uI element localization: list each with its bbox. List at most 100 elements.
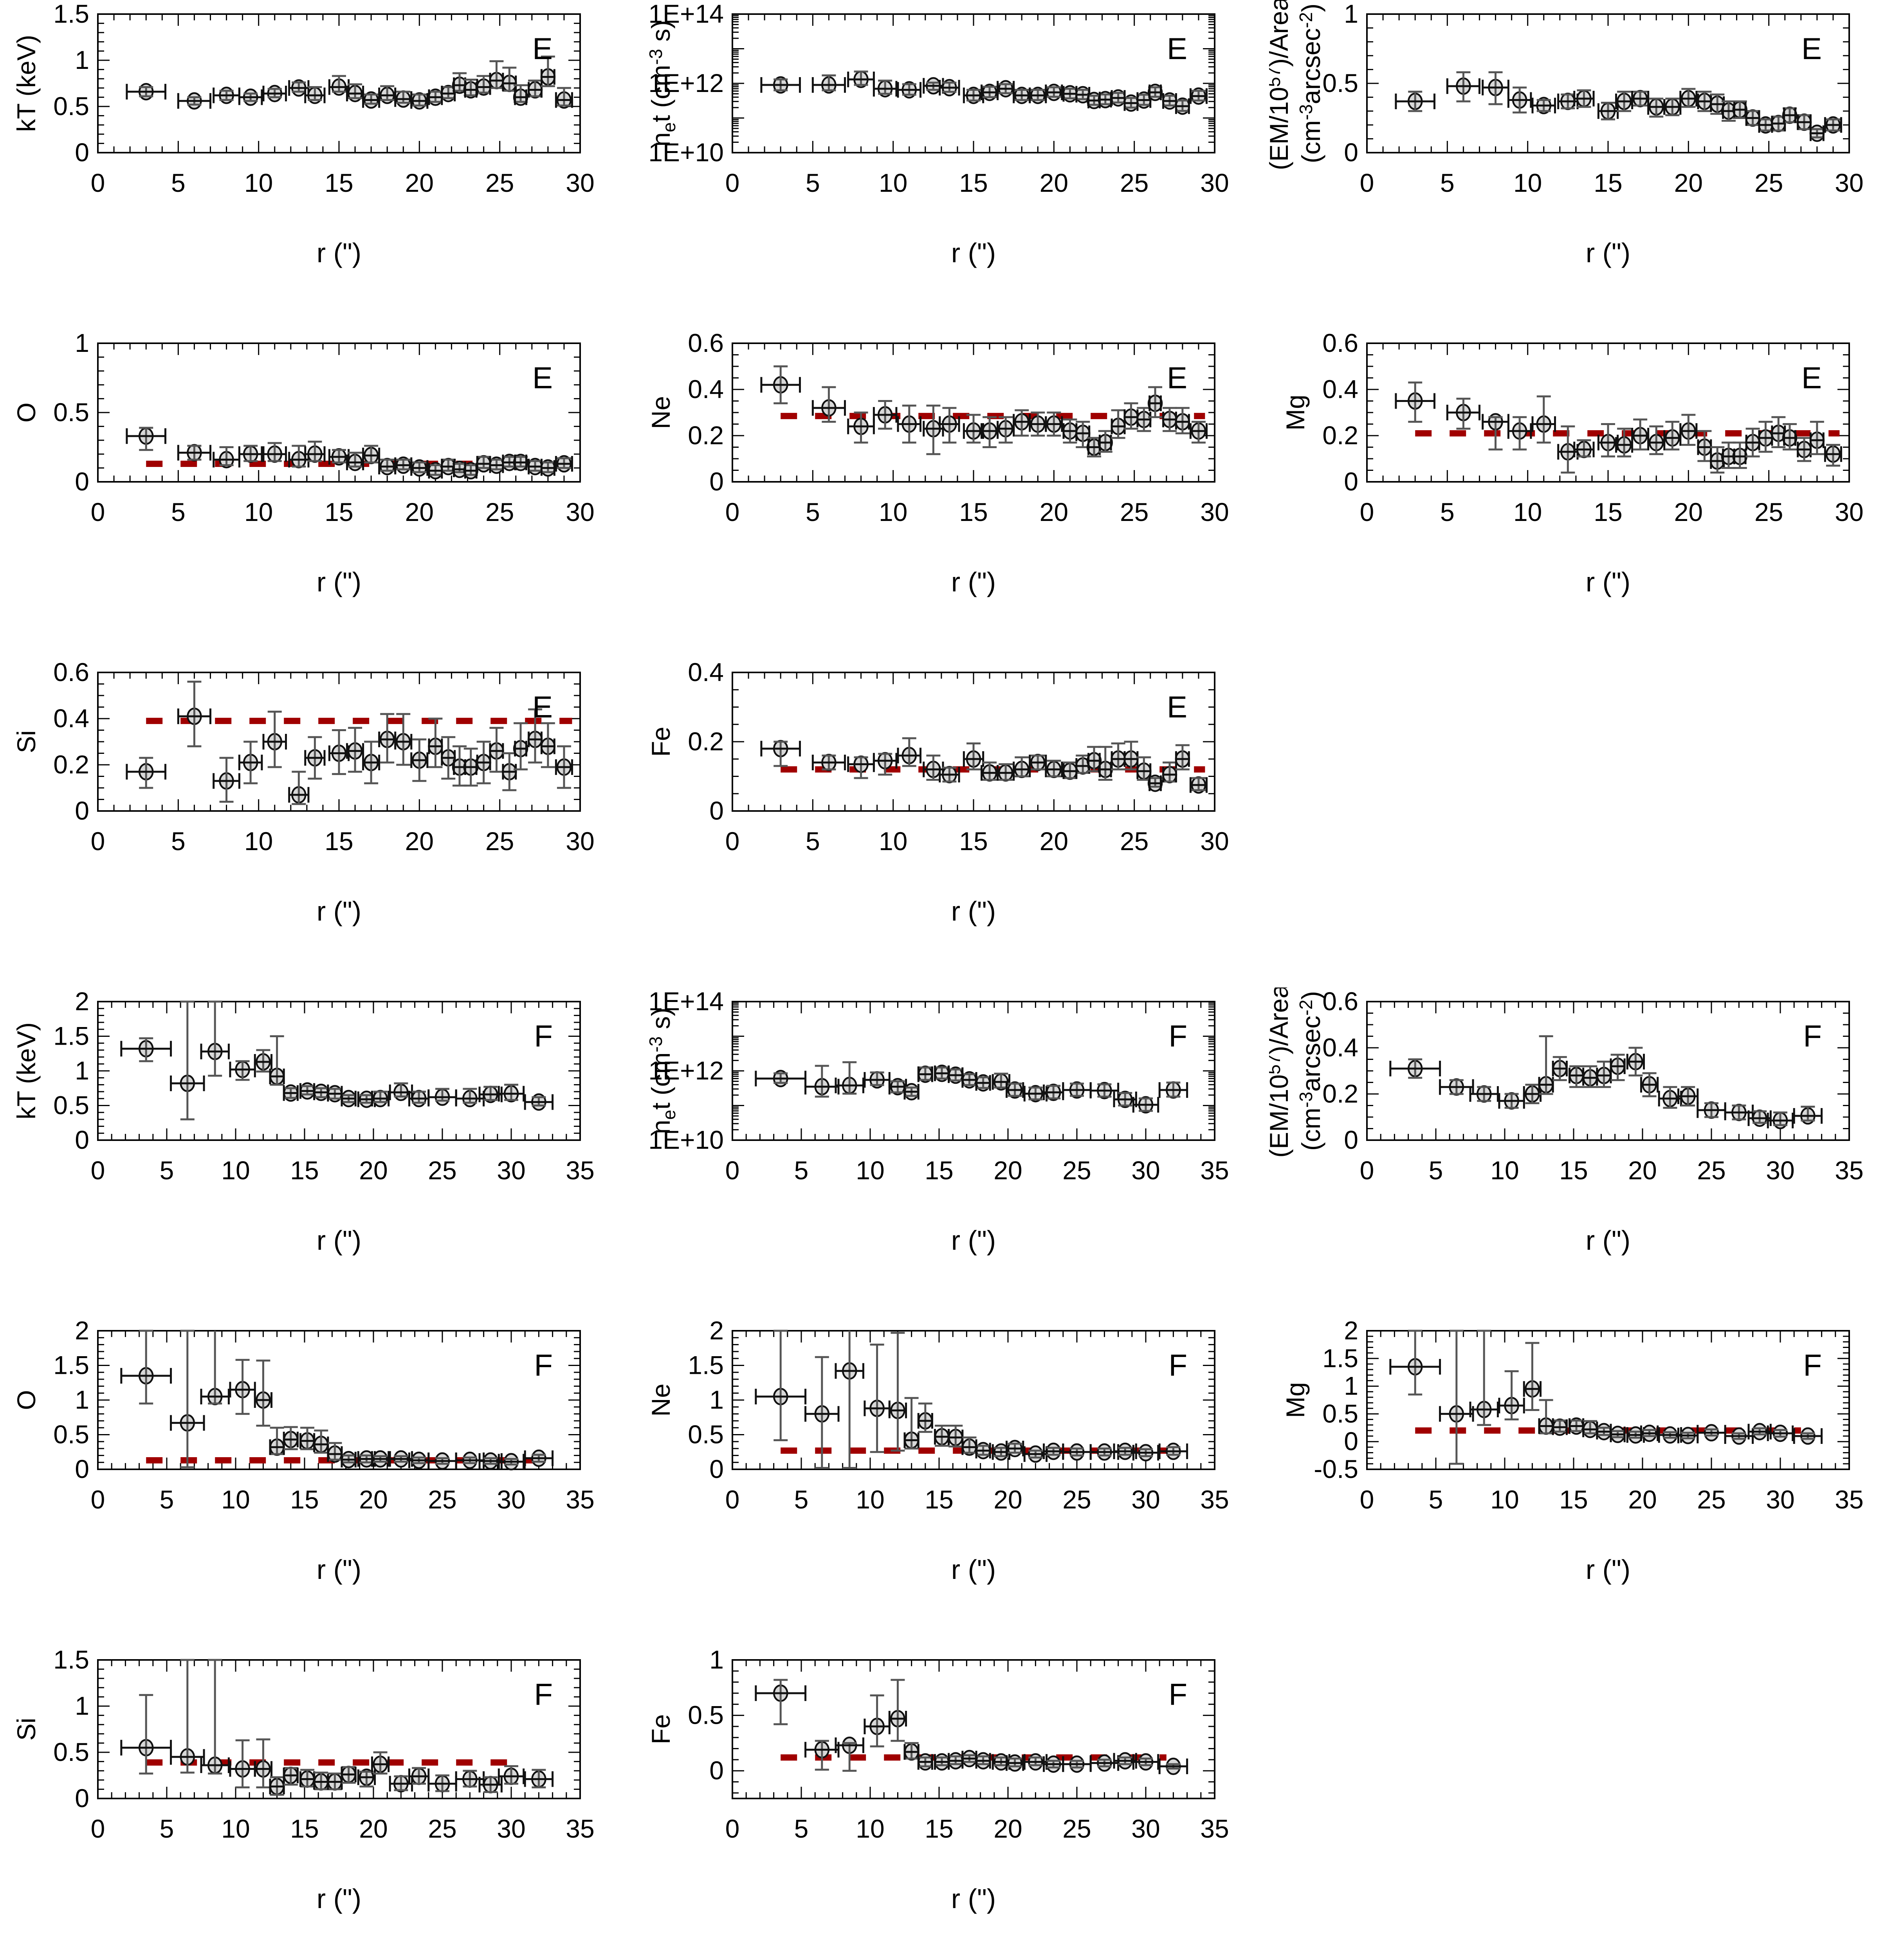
region-label: F [534,1348,553,1382]
svg-text:30: 30 [1131,1156,1160,1185]
svg-text:0: 0 [725,1485,740,1514]
svg-text:0.5: 0.5 [53,92,89,121]
svg-text:1: 1 [75,45,89,74]
svg-text:5: 5 [171,497,186,526]
x-axis-label: r (") [317,896,361,926]
y-axis-label: Si [12,1718,41,1741]
svg-text:30: 30 [1200,497,1229,526]
svg-text:0.2: 0.2 [688,727,724,756]
svg-text:1: 1 [1344,0,1358,28]
svg-text:25: 25 [428,1485,456,1514]
x-axis-label: r (") [951,1554,996,1585]
region-label: E [1801,360,1822,395]
svg-text:1: 1 [75,1056,89,1085]
svg-text:25: 25 [1062,1814,1091,1843]
chart-svg-net-f: 0 5 10 15 20 25 30 35 1E+10 1E+12 1E+14 Fr (") net (… [645,988,1229,1256]
x-axis-label: r (") [1586,238,1630,268]
svg-text:5: 5 [160,1485,174,1514]
svg-text:0.2: 0.2 [1322,421,1358,450]
svg-text:1E+14: 1E+14 [648,988,724,1016]
y-axis-label: (EM/1057)/Area [1269,0,1293,170]
svg-text:0.5: 0.5 [53,1091,89,1120]
svg-text:0: 0 [75,1125,89,1154]
x-axis-label: r (") [951,1225,996,1256]
y-axis-label: O [12,1390,41,1410]
svg-text:10: 10 [856,1814,884,1843]
chart-svg-o-f: 0 5 10 15 20 25 30 35 0 0.5 1 1.5 2 Fr (") O [12,1317,595,1585]
svg-text:2: 2 [75,988,89,1016]
svg-text:10: 10 [1490,1156,1519,1185]
svg-text:5: 5 [794,1156,809,1185]
svg-text:10: 10 [1490,1485,1519,1514]
svg-text:0: 0 [725,1156,740,1185]
y-axis-label: Si [12,730,41,753]
svg-text:0: 0 [1344,1125,1358,1154]
svg-text:0: 0 [91,497,105,526]
region-label: E [1167,690,1187,724]
svg-text:15: 15 [925,1156,953,1185]
svg-text:15: 15 [290,1485,319,1514]
svg-text:0: 0 [1360,1485,1374,1514]
y-axis-label: Ne [646,396,675,429]
svg-text:30: 30 [1766,1156,1794,1185]
svg-text:10: 10 [244,827,273,856]
region-label: F [534,1019,553,1053]
svg-text:5: 5 [1429,1156,1443,1185]
svg-text:1.5: 1.5 [1322,1344,1358,1373]
svg-text:20: 20 [405,827,434,856]
svg-text:15: 15 [925,1814,953,1843]
svg-text:30: 30 [497,1156,525,1185]
chart-svg-net-e: 0 5 10 15 20 25 30 1E+10 1E+12 1E+14 Er (") net (cm… [645,0,1229,268]
svg-text:30: 30 [1200,168,1229,197]
svg-text:30: 30 [566,497,594,526]
svg-text:20: 20 [993,1156,1022,1185]
svg-text:35: 35 [566,1156,594,1185]
y-axis-label: kT (keV) [12,35,41,132]
region-label: F [1803,1019,1822,1053]
svg-text:30: 30 [1835,497,1863,526]
svg-text:5: 5 [160,1156,174,1185]
svg-text:1: 1 [709,1385,724,1414]
svg-text:0.2: 0.2 [688,421,724,450]
x-axis-label: r (") [951,238,996,268]
svg-text:0: 0 [709,467,724,496]
svg-text:0.2: 0.2 [1322,1079,1358,1108]
svg-text:1E+10: 1E+10 [648,1125,724,1154]
chart-svg-ne-f: 0 5 10 15 20 25 30 35 0 0.5 1 1.5 2 Fr (") Ne [646,1317,1229,1585]
x-axis-label: r (") [317,1883,361,1914]
region-label: F [534,1677,553,1712]
y-axis-label: net (cm-3 s) [645,1007,679,1134]
svg-text:0.6: 0.6 [1322,329,1358,357]
svg-text:1E+10: 1E+10 [648,138,724,167]
svg-text:0: 0 [1344,467,1358,496]
svg-text:15: 15 [290,1156,319,1185]
svg-text:0.2: 0.2 [53,750,89,779]
svg-text:0: 0 [91,827,105,856]
svg-text:35: 35 [1200,1485,1229,1514]
svg-text:0: 0 [1360,1156,1374,1185]
svg-text:30: 30 [1200,827,1229,856]
svg-text:10: 10 [221,1156,250,1185]
y-axis-label: Ne [646,1384,675,1416]
svg-text:10: 10 [244,168,273,197]
svg-text:0.5: 0.5 [688,1701,724,1730]
x-axis-label: r (") [317,238,361,268]
svg-text:10: 10 [879,168,907,197]
region-label: F [1803,1348,1822,1382]
svg-text:25: 25 [1062,1485,1091,1514]
svg-text:15: 15 [325,168,353,197]
svg-text:15: 15 [1594,168,1622,197]
svg-text:0: 0 [91,1156,105,1185]
svg-text:5: 5 [1440,497,1455,526]
svg-text:30: 30 [566,827,594,856]
svg-text:1: 1 [75,329,89,357]
svg-text:25: 25 [1754,497,1783,526]
svg-text:20: 20 [405,497,434,526]
svg-text:25: 25 [1697,1156,1726,1185]
region-label: E [1167,31,1187,66]
